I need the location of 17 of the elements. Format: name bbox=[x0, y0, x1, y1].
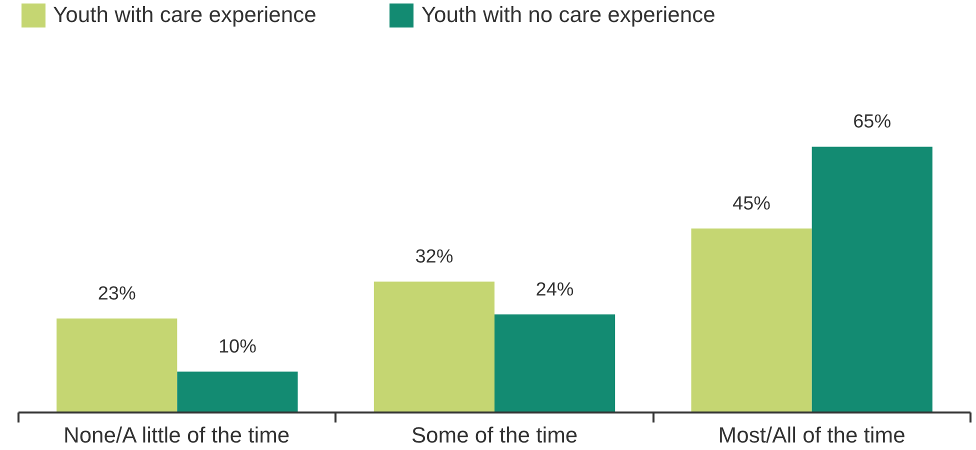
data-label: 65% bbox=[853, 112, 892, 133]
bar bbox=[494, 314, 616, 412]
legend-label: Youth with care experience bbox=[53, 2, 316, 28]
bar bbox=[374, 282, 494, 412]
legend-label: Youth with no care experience bbox=[421, 2, 716, 28]
data-label: 24% bbox=[536, 279, 574, 300]
data-label: 32% bbox=[415, 246, 454, 268]
bar bbox=[56, 318, 178, 412]
data-label: 23% bbox=[98, 283, 136, 304]
bar bbox=[691, 228, 812, 412]
x-tick-label: Some of the time bbox=[411, 422, 578, 448]
bar bbox=[177, 372, 298, 412]
data-label: 10% bbox=[218, 336, 257, 358]
x-tick-label: Most/All of the time bbox=[718, 422, 906, 448]
x-tick-label: None/A little of the time bbox=[63, 422, 290, 448]
bar bbox=[812, 146, 932, 412]
data-label: 45% bbox=[732, 193, 771, 214]
